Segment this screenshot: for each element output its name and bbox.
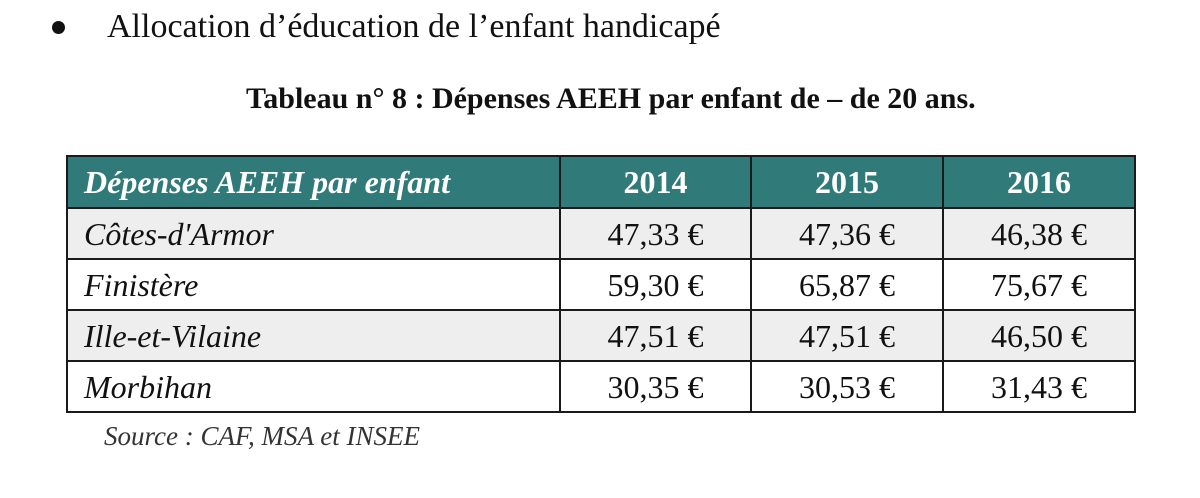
value-cell: 65,87 € — [750, 258, 944, 311]
value-cell: 59,30 € — [559, 258, 752, 311]
value-cell: 46,50 € — [942, 309, 1136, 362]
value-cell: 47,36 € — [750, 207, 944, 260]
table-row: Morbihan 30,35 € 30,53 € 31,43 € — [66, 360, 1136, 413]
table-row: Côtes-d'Armor 47,33 € 47,36 € 46,38 € — [66, 207, 1136, 260]
value-cell: 30,53 € — [750, 360, 944, 413]
table-title: Tableau n° 8 : Dépenses AEEH par enfant … — [246, 82, 976, 115]
table-header-row: Dépenses AEEH par enfant 2014 2015 2016 — [66, 155, 1136, 209]
department-cell: Finistère — [66, 258, 561, 311]
table-header-year: 2014 — [559, 155, 752, 209]
department-cell: Côtes-d'Armor — [66, 207, 561, 260]
value-cell: 31,43 € — [942, 360, 1136, 413]
table-header-label: Dépenses AEEH par enfant — [66, 155, 561, 209]
table-row: Ille-et-Vilaine 47,51 € 47,51 € 46,50 € — [66, 309, 1136, 362]
value-cell: 46,38 € — [942, 207, 1136, 260]
section-heading-text: Allocation d’éducation de l’enfant handi… — [107, 8, 721, 45]
aeeh-expenses-table: Dépenses AEEH par enfant 2014 2015 2016 … — [66, 155, 1136, 413]
section-heading: Allocation d’éducation de l’enfant handi… — [52, 2, 721, 52]
table-header-year: 2015 — [750, 155, 944, 209]
value-cell: 47,51 € — [559, 309, 752, 362]
table-source-note: Source : CAF, MSA et INSEE — [104, 421, 420, 451]
bullet-point-icon — [52, 20, 65, 34]
value-cell: 30,35 € — [559, 360, 752, 413]
value-cell: 75,67 € — [942, 258, 1136, 311]
table-header-year: 2016 — [942, 155, 1136, 209]
department-cell: Ille-et-Vilaine — [66, 309, 561, 362]
value-cell: 47,51 € — [750, 309, 944, 362]
value-cell: 47,33 € — [559, 207, 752, 260]
department-cell: Morbihan — [66, 360, 561, 413]
table-row: Finistère 59,30 € 65,87 € 75,67 € — [66, 258, 1136, 311]
